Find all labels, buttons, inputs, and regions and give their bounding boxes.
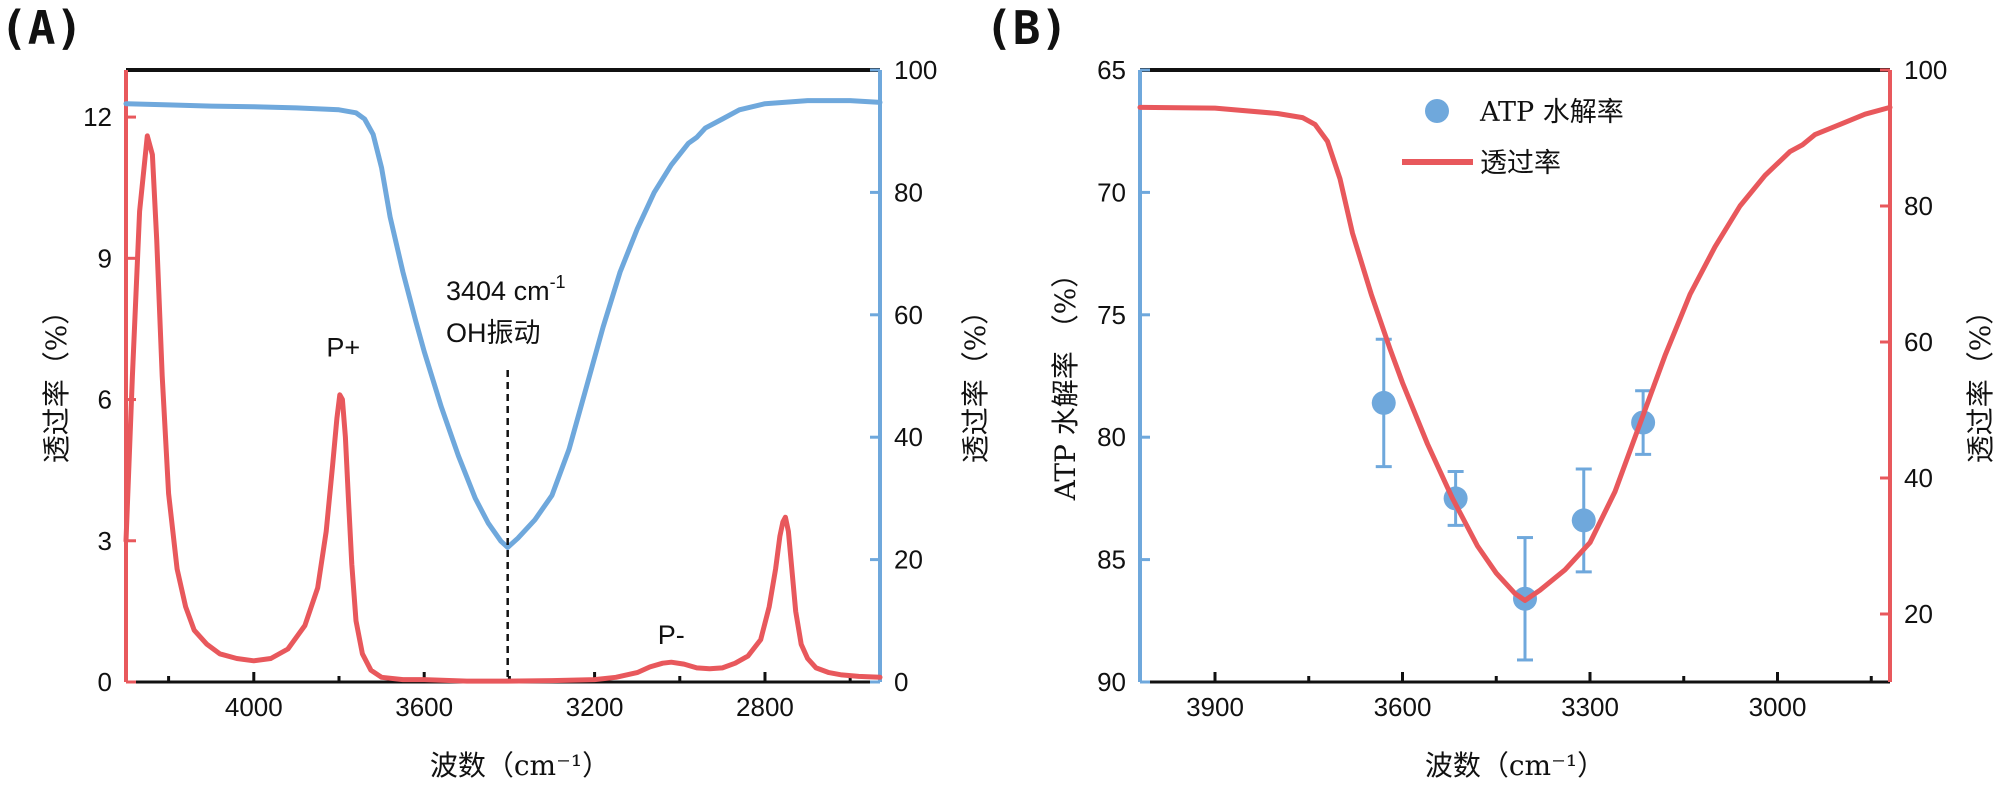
x-tick-label: 3200 xyxy=(566,692,624,722)
x-tick-label: 3300 xyxy=(1561,692,1619,722)
left-y-tick-label: 6 xyxy=(98,385,112,415)
panel-a-left-y-label: 透过率（%） xyxy=(40,297,73,464)
left-y-tick-label: 0 xyxy=(98,667,112,697)
right-y-tick-label: 80 xyxy=(1904,191,1933,221)
left-y-tick-label: 90 xyxy=(1097,667,1126,697)
blue-transmittance-line xyxy=(123,98,883,550)
peak-label: P- xyxy=(658,620,685,650)
panel-a: (A) 4000 3600 3200 2800 0 3 6 9 12 0 20 40 60 80 100… xyxy=(0,1,992,782)
right-y-tick-label: 0 xyxy=(894,667,908,697)
panel-a-x-label: 波数（cm⁻¹） xyxy=(430,749,610,782)
right-y-tick-label: 100 xyxy=(894,55,937,85)
panel-b-label: (B) xyxy=(985,1,1068,55)
x-tick-label: 3600 xyxy=(1374,692,1432,722)
right-y-tick-label: 40 xyxy=(894,422,923,452)
透过率-line xyxy=(1137,104,1893,603)
left-y-tick-label: 70 xyxy=(1097,177,1126,207)
right-y-tick-label: 20 xyxy=(1904,599,1933,629)
left-y-tick-label: 12 xyxy=(83,102,112,132)
right-y-tick-label: 100 xyxy=(1904,55,1947,85)
left-y-tick-label: 80 xyxy=(1097,422,1126,452)
atp-hydrolysis-point xyxy=(1571,508,1596,533)
x-tick-label: 2800 xyxy=(736,692,794,722)
red-spectrum-line xyxy=(123,133,883,684)
atp-hydrolysis-point xyxy=(1371,390,1396,415)
left-y-tick-label: 9 xyxy=(98,243,112,273)
legend-atp-marker xyxy=(1425,99,1449,123)
panel-b: (B) 3900 3600 3300 3000 65 70 75 80 85 90 20 40 60… xyxy=(985,1,1997,782)
right-y-tick-label: 20 xyxy=(894,545,923,575)
x-tick-label: 4000 xyxy=(225,692,283,722)
x-tick-label: 3000 xyxy=(1749,692,1807,722)
x-tick-label: 3600 xyxy=(395,692,453,722)
left-y-tick-label: 3 xyxy=(98,526,112,556)
right-y-tick-label: 60 xyxy=(1904,327,1933,357)
left-y-tick-label: 65 xyxy=(1097,55,1126,85)
left-y-tick-label: 85 xyxy=(1097,545,1126,575)
panel-b-legend: ATP 水解率 透过率 xyxy=(1402,97,1624,179)
peak-label: P+ xyxy=(326,333,360,363)
annotation-wavenumber: 3404 cm-1 xyxy=(446,272,566,306)
annotation-oh-vibration: OH振动 xyxy=(446,318,541,348)
right-y-tick-label: 80 xyxy=(894,177,923,207)
right-y-tick-label: 60 xyxy=(894,300,923,330)
panel-a-label: (A) xyxy=(0,1,83,55)
legend-atp-label: ATP 水解率 xyxy=(1479,97,1624,128)
panel-a-right-y-label: 透过率（%） xyxy=(959,297,992,464)
panel-b-right-y-label: 透过率（%） xyxy=(1964,297,1997,464)
panel-b-left-y-label: ATP 水解率 （%） xyxy=(1049,260,1082,502)
legend-transmittance-label: 透过率 xyxy=(1480,148,1561,179)
x-tick-label: 3900 xyxy=(1186,692,1244,722)
right-y-tick-label: 40 xyxy=(1904,463,1933,493)
left-y-tick-label: 75 xyxy=(1097,300,1126,330)
panel-b-x-label: 波数（cm⁻¹） xyxy=(1425,749,1605,782)
